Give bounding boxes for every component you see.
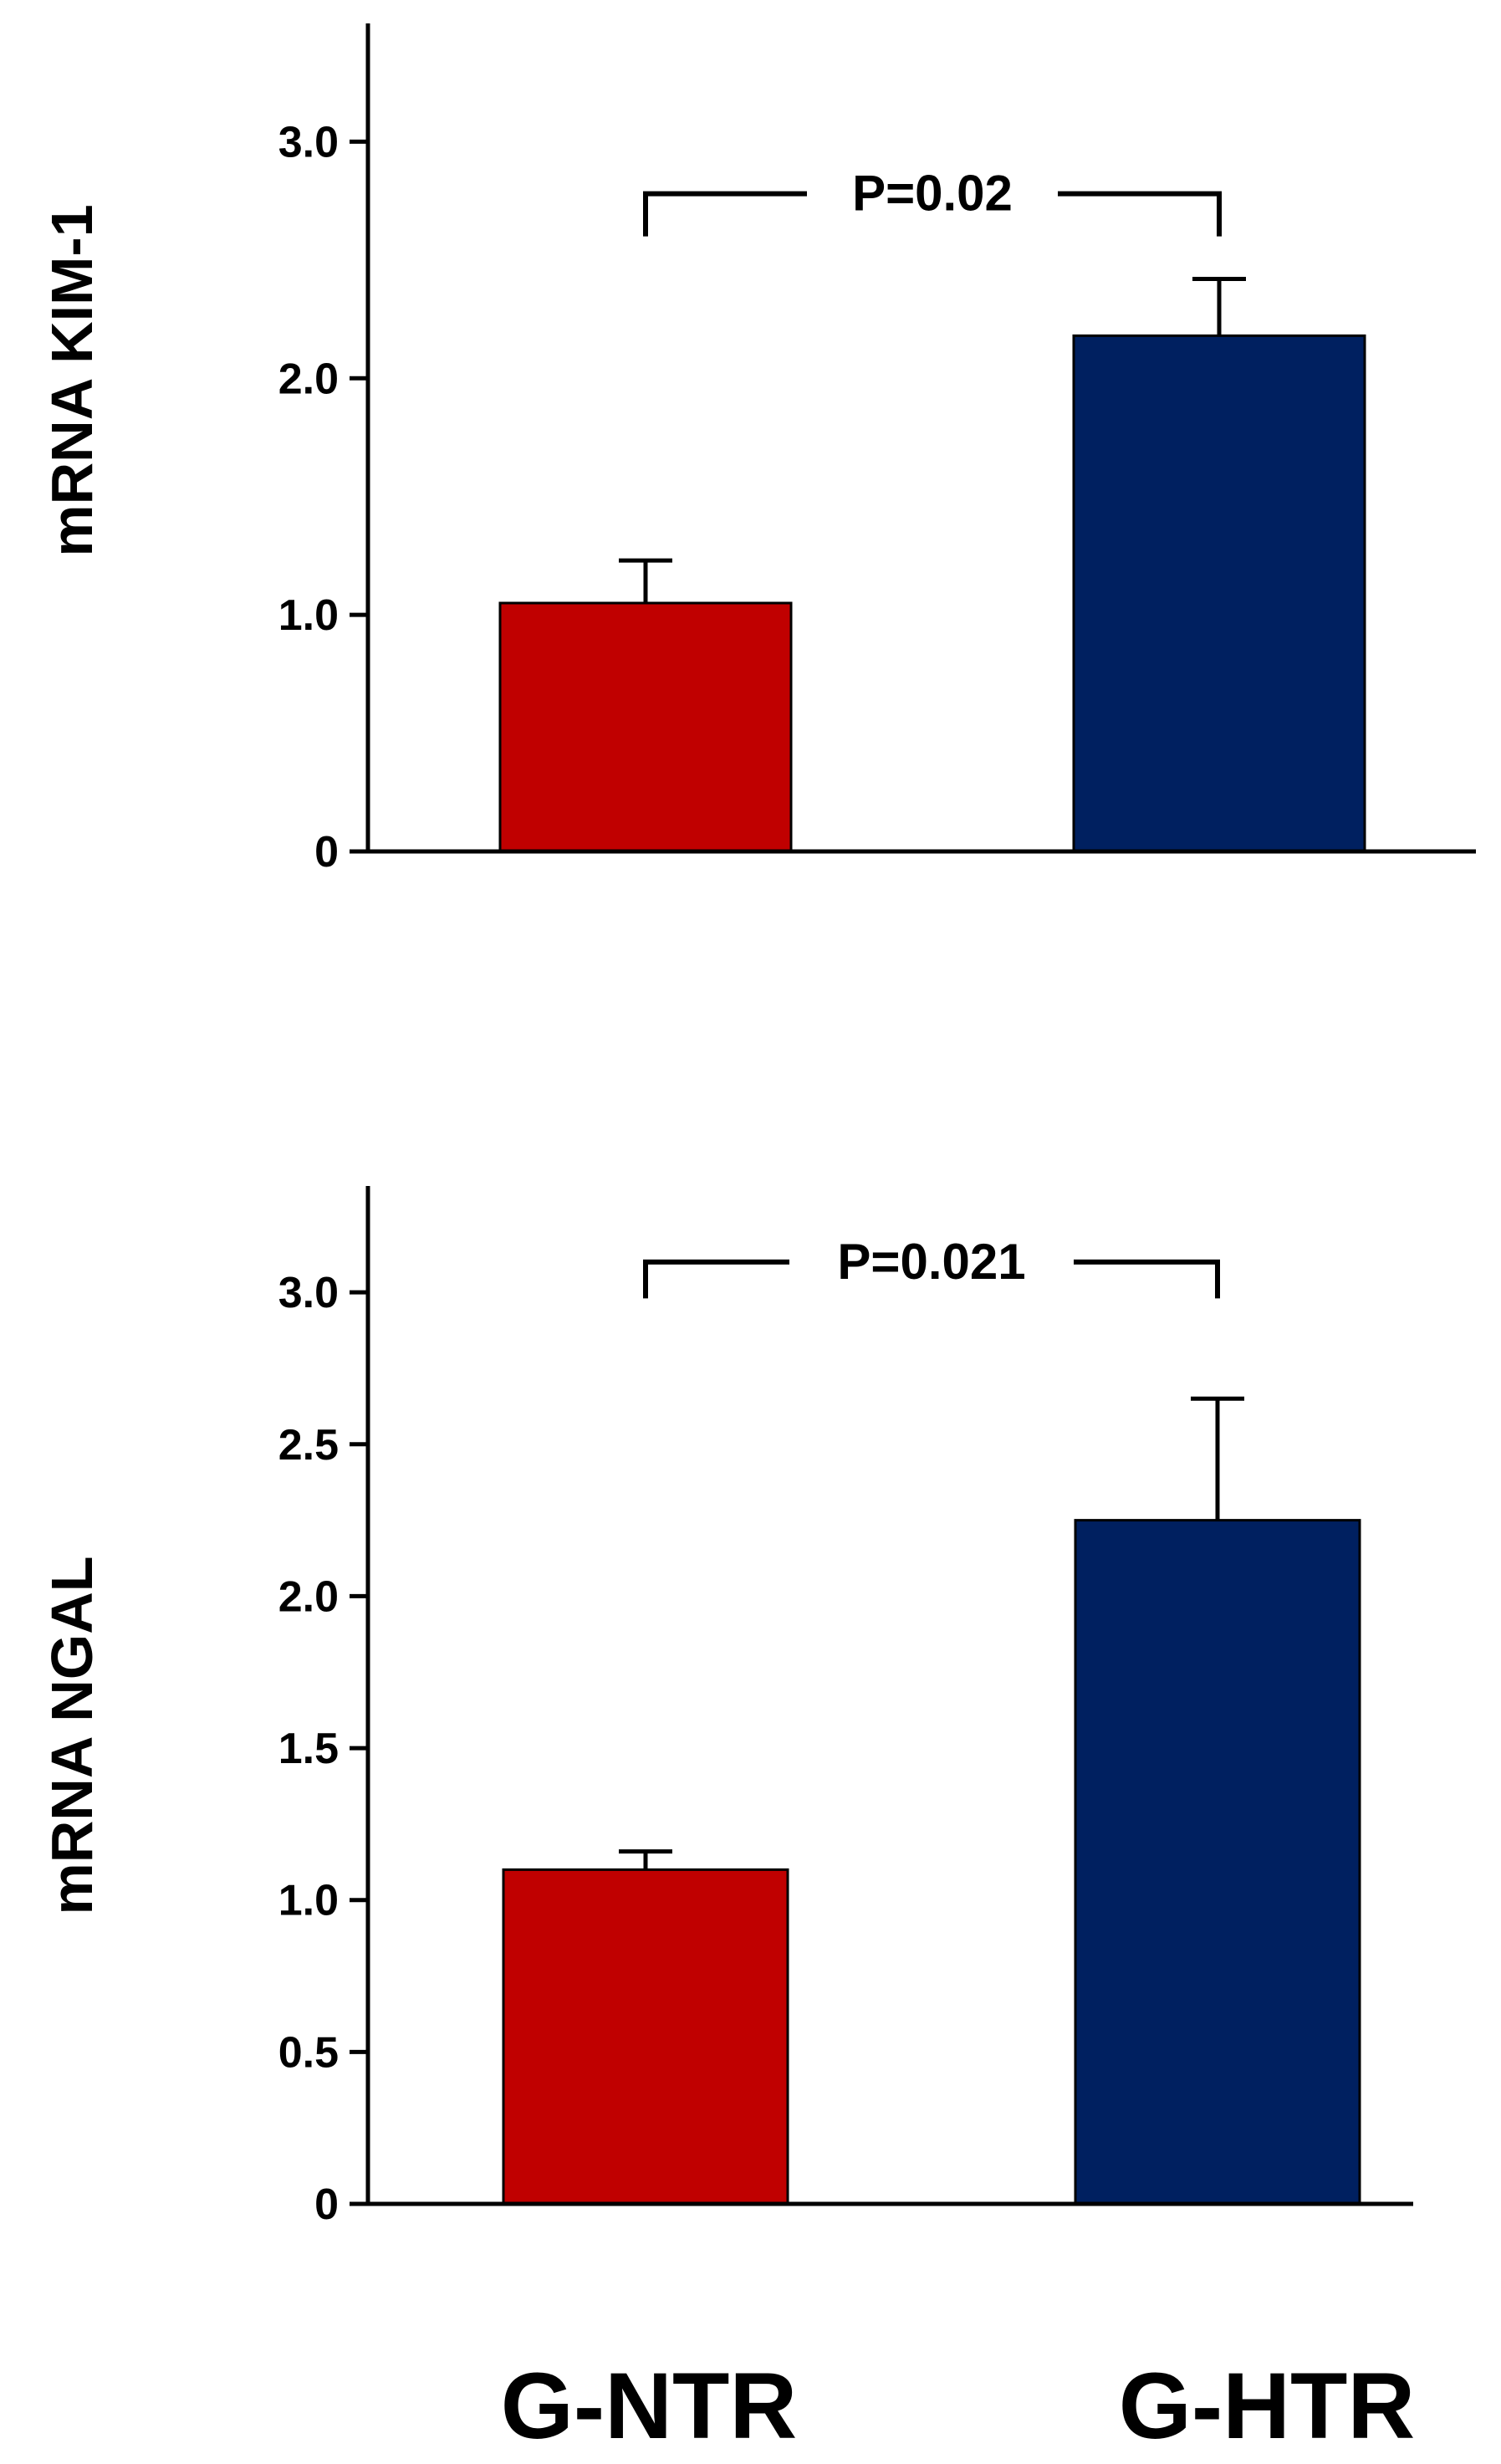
ngal-y-tick-label: 1.5	[278, 1725, 339, 1773]
kim1-significance-bracket-left	[643, 191, 807, 237]
kim1-y-tick-label: 2.0	[278, 355, 339, 403]
ngal-y-tick-label: 0.5	[278, 2028, 339, 2077]
ngal-significance-bracket-right	[1074, 1259, 1220, 1299]
ngal-p-value-label: P=0.021	[837, 1234, 1025, 1290]
kim1-y-tick-label: 0	[314, 828, 339, 877]
ngal-bar-g-htr	[1074, 1519, 1361, 2206]
kim1-significance-bracket-right	[1058, 191, 1222, 237]
ngal-y-axis-label: mRNA NGAL	[39, 1556, 105, 1914]
ngal-y-tick-label: 2.5	[278, 1421, 339, 1470]
x-category-label-g-ntr: G-NTR	[501, 2354, 798, 2458]
kim1-y-tick-label: 1.0	[278, 591, 339, 640]
kim1-y-tick-label: 3.0	[278, 118, 339, 166]
kim1-bar-g-ntr	[498, 601, 793, 853]
ngal-chart: 0 0.5 1.0 1.5 2.0 2.5 3.0 mRNA NGAL P=0.021	[39, 1186, 1413, 2229]
ngal-y-tick-label: 1.0	[278, 1877, 339, 1925]
kim1-chart: 0 1.0 2.0 3.0 mRNA KIM-1 P=0.02	[39, 23, 1476, 877]
kim1-p-value-label: P=0.02	[852, 166, 1013, 222]
ngal-bar-g-ntr	[502, 1868, 789, 2206]
kim1-bar-g-htr	[1072, 334, 1366, 853]
ngal-y-tick-label: 3.0	[278, 1269, 339, 1317]
ngal-y-tick-label: 2.0	[278, 1572, 339, 1621]
kim1-y-axis-label: mRNA KIM-1	[39, 204, 105, 556]
ngal-significance-bracket-left	[643, 1259, 789, 1299]
x-category-label-g-htr: G-HTR	[1119, 2354, 1416, 2458]
ngal-y-tick-label: 0	[314, 2180, 339, 2229]
